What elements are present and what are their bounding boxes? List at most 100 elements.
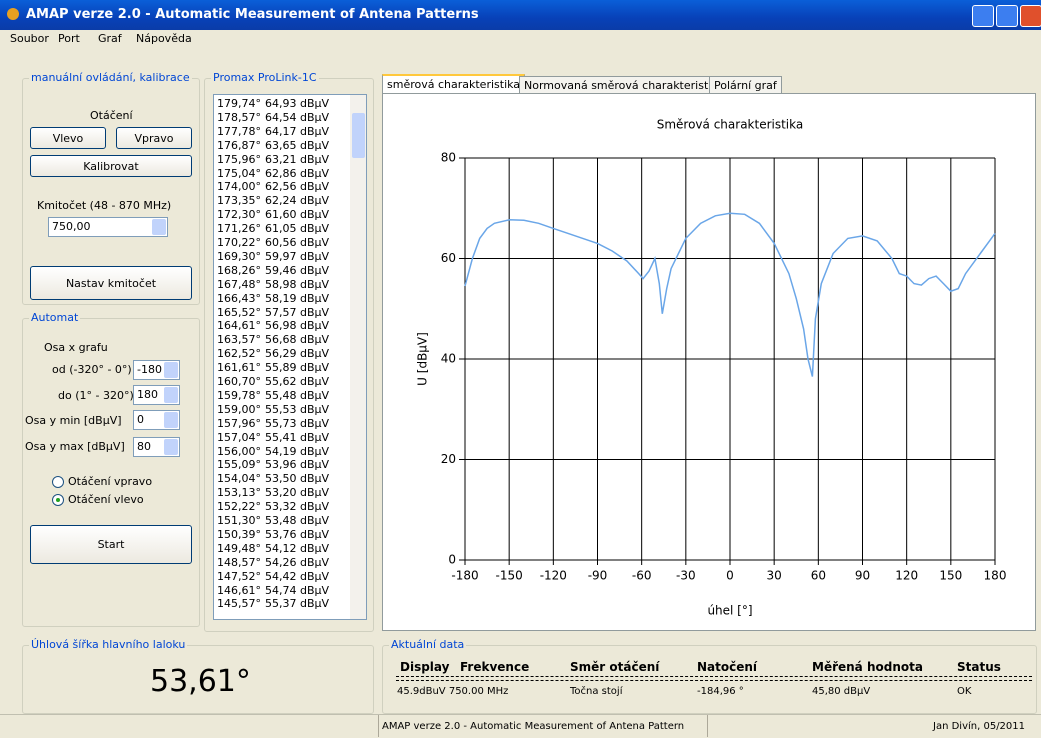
list-angle: 155,09° <box>217 458 261 472</box>
group-title: Promax ProLink-1C <box>211 71 319 84</box>
list-angle: 148,57° <box>217 555 261 569</box>
current-group: Aktuální data <box>382 638 1037 714</box>
list-value: 63,65 dBµV <box>265 138 330 152</box>
radio[interactable] <box>52 476 64 488</box>
input-value: 750,00 <box>52 220 91 233</box>
list-angle: 174,00° <box>217 180 261 194</box>
list-value: 53,20 dBµV <box>265 486 330 500</box>
input[interactable]: 80 <box>133 437 180 457</box>
list-value: 61,60 dBµV <box>265 208 330 222</box>
x-tick-label: 60 <box>811 569 826 583</box>
menu-item[interactable]: Soubor <box>10 32 49 45</box>
spinner[interactable] <box>164 439 178 455</box>
button[interactable]: Vpravo <box>116 127 192 149</box>
menu-item[interactable]: Nápověda <box>136 32 192 45</box>
y-tick-label: 0 <box>448 553 456 567</box>
column-header: Status <box>957 660 1001 674</box>
button[interactable]: Start <box>30 525 192 564</box>
y-tick-label: 80 <box>441 151 456 165</box>
tab[interactable]: Normovaná směrová charakteristika <box>519 76 730 94</box>
list-value: 57,57 dBµV <box>265 305 330 319</box>
status-text: Jan Divín, 05/2011 <box>933 721 1026 732</box>
list-value: 54,42 dBµV <box>265 569 330 583</box>
input[interactable]: 750,00 <box>48 217 168 237</box>
tab[interactable]: Polární graf <box>709 76 782 94</box>
spinner[interactable] <box>164 412 178 428</box>
list-value: 54,26 dBµV <box>265 555 330 569</box>
column-header: Měřená hodnota <box>812 660 923 674</box>
close[interactable] <box>1020 5 1041 27</box>
spinner[interactable] <box>152 219 166 235</box>
list-value: 55,89 dBµV <box>265 361 330 375</box>
list-value: 64,93 dBµV <box>265 97 330 110</box>
y-tick-label: 40 <box>441 352 456 366</box>
list-angle: 175,04° <box>217 166 261 180</box>
input[interactable]: 180 <box>133 385 180 405</box>
list-angle: 146,61° <box>217 583 261 597</box>
label: Osa y min [dBµV] <box>25 414 122 427</box>
x-tick-label: -180 <box>451 569 478 583</box>
list-value: 59,97 dBµV <box>265 249 330 263</box>
list-angle: 168,26° <box>217 263 261 277</box>
list-angle: 172,30° <box>217 208 261 222</box>
input[interactable]: -180 <box>133 360 180 380</box>
label: od (-320° - 0°) <box>52 363 132 376</box>
minimize[interactable] <box>972 5 994 27</box>
list-value: 54,12 dBµV <box>265 541 330 555</box>
cell: 45.9dBuV 750.00 MHz <box>397 686 509 697</box>
tab-page <box>382 93 1036 631</box>
list-angle: 159,78° <box>217 388 261 402</box>
group-title: Úhlová šířka hlavního laloku <box>29 638 188 651</box>
radio-label: Otáčení vlevo <box>68 493 144 506</box>
x-tick-label: 0 <box>726 569 734 583</box>
button[interactable]: Nastav kmitočet <box>30 266 192 300</box>
menu-item[interactable]: Graf <box>98 32 122 45</box>
list-value: 55,73 dBµV <box>265 416 330 430</box>
x-tick-label: 150 <box>939 569 962 583</box>
list-angle: 179,74° <box>217 97 261 110</box>
listbox[interactable]: 179,74° 64,93 dBµV 178,57° 64,54 dBµV 177,78… <box>213 94 367 620</box>
cell: Točna stojí <box>570 686 623 697</box>
list-value: 53,96 dBµV <box>265 458 330 472</box>
app-icon <box>7 8 19 20</box>
scroll-thumb[interactable] <box>352 113 365 158</box>
list-angle: 160,70° <box>217 375 261 388</box>
group-title: manuální ovládání, kalibrace <box>29 71 192 84</box>
list-value: 59,46 dBµV <box>265 263 330 277</box>
list-value: 55,41 dBµV <box>265 430 330 444</box>
menu-item[interactable]: Port <box>58 32 80 45</box>
list-value: 58,19 dBµV <box>265 291 330 305</box>
x-tick-label: 180 <box>984 569 1007 583</box>
list-value: 55,62 dBµV <box>265 375 330 388</box>
data-line <box>464 212 996 377</box>
list-angle: 176,87° <box>217 138 261 152</box>
column-header: Frekvence <box>460 660 530 674</box>
cell: 45,80 dBµV <box>812 686 871 697</box>
input[interactable]: 0 <box>133 410 180 430</box>
label: Otáčení <box>90 109 133 122</box>
button[interactable]: Kalibrovat <box>30 155 192 177</box>
tab[interactable]: směrová charakteristika <box>382 74 526 95</box>
spinner[interactable] <box>164 387 178 403</box>
list-angle: 154,04° <box>217 472 261 486</box>
scrollbar[interactable] <box>350 95 366 619</box>
maximize[interactable] <box>996 5 1018 27</box>
separator <box>396 676 1032 681</box>
cell: -184,96 ° <box>697 686 744 697</box>
status-bar: AMAP verze 2.0 - Automatic Measurement o… <box>0 714 1041 738</box>
x-tick-label: -120 <box>540 569 567 583</box>
x-tick-label: -150 <box>496 569 523 583</box>
list-angle: 171,26° <box>217 222 261 236</box>
list-value: 56,98 dBµV <box>265 319 330 333</box>
radio[interactable] <box>52 494 64 506</box>
list-angle: 162,52° <box>217 347 261 361</box>
manual-group: manuální ovládání, kalibrace <box>22 71 200 305</box>
button[interactable]: Vlevo <box>30 127 106 149</box>
list-angle: 161,61° <box>217 361 261 375</box>
spinner[interactable] <box>164 362 178 378</box>
list-value: 54,74 dBµV <box>265 583 330 597</box>
x-tick-label: 30 <box>767 569 782 583</box>
list-value: 56,68 dBµV <box>265 333 330 347</box>
group-title: Aktuální data <box>389 638 467 651</box>
